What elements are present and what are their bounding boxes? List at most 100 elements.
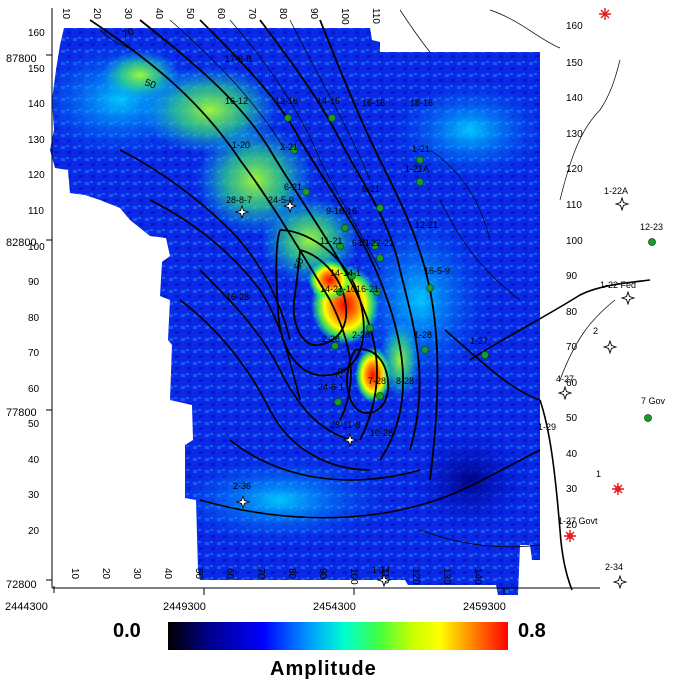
well: 14-16 <box>317 96 340 122</box>
well: 14-14-1 <box>330 268 361 280</box>
well-label: 24-5-9 <box>268 195 294 205</box>
producing-well-icon <box>376 392 384 400</box>
well: 7-28 <box>368 376 386 400</box>
legend-min-label: 0.0 <box>113 620 141 642</box>
well-label: 18-16 <box>410 98 433 108</box>
x-tick-label: 2449300 <box>163 601 206 613</box>
grid-number: 80 <box>566 307 578 318</box>
well-label: 17-8-B <box>225 54 252 64</box>
well: 1-29 <box>538 422 556 432</box>
well: 12-21 <box>415 220 438 230</box>
producing-well-icon <box>341 224 349 232</box>
grid-number: 20 <box>566 520 578 531</box>
well: 24-5-9 <box>268 195 298 214</box>
well-label: 6-21 <box>352 238 370 248</box>
y-tick-label: 77800 <box>6 407 37 419</box>
dry-hole-icon <box>376 572 392 588</box>
producing-well-icon <box>348 272 356 280</box>
dry-hole-icon <box>620 290 636 306</box>
grid-numbers-left: 160 150 140 130 120 110 100 90 80 70 60 … <box>28 28 45 537</box>
grid-number: 60 <box>215 8 226 20</box>
well: 2 <box>593 326 618 355</box>
well-label: 27 <box>0 0 10 2</box>
grid-numbers-bottom: 10 20 30 40 50 60 70 80 90 100 110 120 1… <box>69 568 483 585</box>
grid-number: 40 <box>162 568 173 580</box>
grid-number: 70 <box>255 568 266 580</box>
well-label: 14-21-10 <box>320 284 356 294</box>
well: 16-12 <box>225 96 248 106</box>
y-tick-label: 72800 <box>6 579 37 591</box>
grid-number: 100 <box>348 568 359 585</box>
grid-number: 160 <box>566 21 583 32</box>
grid-number: 90 <box>308 8 319 20</box>
grid-number: 60 <box>566 378 578 389</box>
well: 2-34 <box>605 562 628 590</box>
well: 4-27 <box>556 374 574 401</box>
producing-well-icon <box>331 342 339 350</box>
legend-title: Amplitude <box>270 658 377 680</box>
gas-well-icon <box>564 530 576 542</box>
amplitude-raster <box>50 28 540 595</box>
grid-number: 110 <box>28 206 44 217</box>
grid-number: 70 <box>246 8 257 20</box>
contour-lines <box>89 9 651 591</box>
x-tick-label: 2454300 <box>313 601 356 613</box>
contour-label: 70 <box>121 27 136 41</box>
well: 1-22A <box>604 186 630 212</box>
well-label: 1-27 <box>470 336 488 346</box>
well: 2-28 <box>352 324 374 340</box>
producing-well-icon <box>284 114 292 122</box>
grid-number: 90 <box>28 277 40 288</box>
well: 1-21A <box>405 164 429 186</box>
grid-number: 10 <box>69 568 80 580</box>
well: 1-22 Fed <box>600 280 636 306</box>
well-label: 1-28 <box>414 330 432 340</box>
grid-number: 120 <box>410 568 421 585</box>
well-label: 10-22-21 <box>358 238 394 248</box>
well-label: 8-28 <box>396 376 414 386</box>
well-label: 28-11-8 <box>330 420 360 430</box>
well: 1-27 <box>470 336 489 359</box>
well: 16-5-9 <box>424 266 450 292</box>
well-label: 1-29 <box>538 422 556 432</box>
grid-number: 100 <box>566 236 583 247</box>
well-label: 1-27 Govt <box>558 516 598 526</box>
well-label: 28-8-7 <box>226 195 252 205</box>
grid-number: 100 <box>28 242 45 253</box>
well-label: 7 Gov <box>641 396 666 406</box>
well-label: 13-16 <box>275 96 298 106</box>
well-label: 24-6-1 <box>318 382 344 392</box>
well-label: 1-34 <box>372 565 390 575</box>
well: 10-22-21 <box>358 238 394 250</box>
grid-number: 40 <box>153 8 164 20</box>
grid-number: 110 <box>370 8 381 24</box>
grid-number: 150 <box>28 64 45 75</box>
well: 28-8-7 <box>226 195 252 220</box>
well-label: 14-16 <box>317 96 340 106</box>
well-label: 4-27 <box>556 374 574 384</box>
well: 8-28 <box>396 376 414 386</box>
gas-well-icon <box>599 8 611 20</box>
producing-well-icon <box>421 346 429 354</box>
grid-number: 50 <box>28 419 40 430</box>
well-label: 12-23 <box>640 222 663 232</box>
well: 16-16 <box>362 98 385 108</box>
well-label: 14-14-1 <box>330 268 361 278</box>
well-label: 1-22 Fed <box>600 280 636 290</box>
y-axis-ticks: 87800 82800 77800 72800 <box>6 53 37 591</box>
well-label: 2-21 <box>280 142 298 152</box>
grid-number: 40 <box>28 455 40 466</box>
well: 16-28 <box>226 292 249 302</box>
contour-label: 70 <box>334 366 348 381</box>
well: 1-20 <box>232 140 250 150</box>
producing-well-icon <box>481 351 489 359</box>
well-label: 1 <box>596 469 601 479</box>
producing-well-icon <box>644 414 652 422</box>
grid-number: 20 <box>91 8 102 20</box>
well: 16-21 <box>356 284 381 296</box>
well: 9-16-16 <box>326 206 357 232</box>
well-label: 2-28 <box>322 334 340 344</box>
gas-well-icon <box>612 483 624 495</box>
well-label: 16-16 <box>362 98 385 108</box>
